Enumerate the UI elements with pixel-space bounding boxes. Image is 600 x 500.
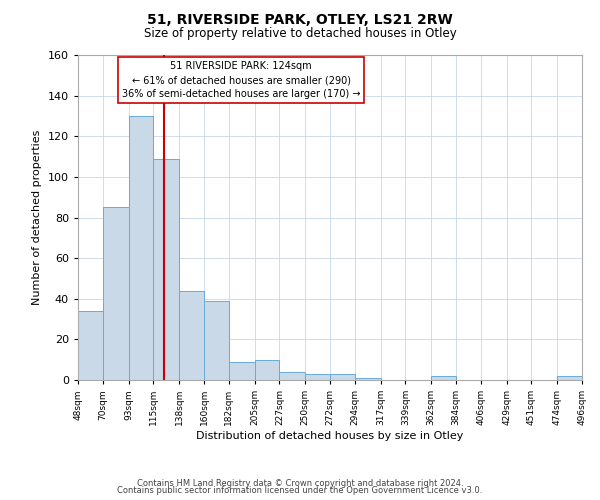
Text: Contains HM Land Registry data © Crown copyright and database right 2024.: Contains HM Land Registry data © Crown c…: [137, 478, 463, 488]
Y-axis label: Number of detached properties: Number of detached properties: [32, 130, 42, 305]
Text: 51 RIVERSIDE PARK: 124sqm
← 61% of detached houses are smaller (290)
36% of semi: 51 RIVERSIDE PARK: 124sqm ← 61% of detac…: [122, 61, 361, 99]
Bar: [78, 311, 103, 380]
Text: Size of property relative to detached houses in Otley: Size of property relative to detached ho…: [143, 28, 457, 40]
Text: Contains public sector information licensed under the Open Government Licence v3: Contains public sector information licen…: [118, 486, 482, 495]
X-axis label: Distribution of detached houses by size in Otley: Distribution of detached houses by size …: [196, 431, 464, 441]
Bar: [204, 301, 229, 380]
Bar: [355, 378, 380, 380]
Bar: [280, 372, 305, 380]
Bar: [154, 158, 179, 380]
Bar: [431, 376, 456, 380]
Bar: [229, 362, 254, 380]
Bar: [330, 374, 355, 380]
Bar: [103, 208, 128, 380]
Bar: [179, 290, 204, 380]
Text: 51, RIVERSIDE PARK, OTLEY, LS21 2RW: 51, RIVERSIDE PARK, OTLEY, LS21 2RW: [147, 12, 453, 26]
Bar: [128, 116, 154, 380]
Bar: [305, 374, 330, 380]
Bar: [254, 360, 280, 380]
Bar: [557, 376, 582, 380]
